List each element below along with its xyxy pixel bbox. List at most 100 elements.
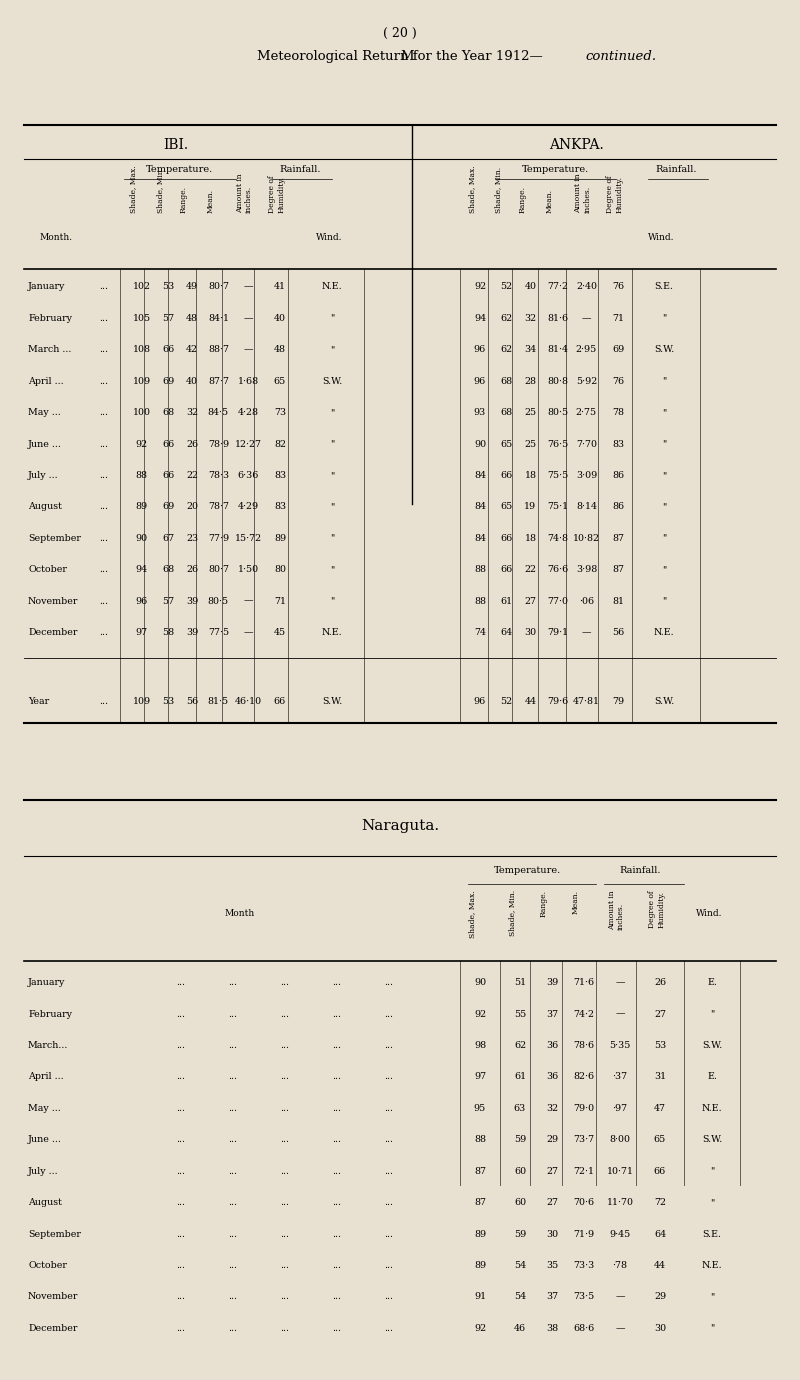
- Text: 28: 28: [525, 377, 536, 385]
- Text: 84·5: 84·5: [208, 408, 229, 417]
- Text: ...: ...: [384, 978, 393, 987]
- Text: Wind.: Wind.: [316, 233, 342, 242]
- Text: 78·6: 78·6: [574, 1041, 594, 1050]
- Text: ...: ...: [280, 1072, 289, 1082]
- Text: ": ": [330, 566, 334, 574]
- Text: 57: 57: [162, 313, 174, 323]
- Text: Degree of
Humidity.: Degree of Humidity.: [268, 175, 285, 214]
- Text: ...: ...: [228, 1072, 237, 1082]
- Text: 81: 81: [613, 596, 624, 606]
- Text: 55: 55: [514, 1010, 526, 1018]
- Text: 18: 18: [525, 471, 536, 480]
- Text: ...: ...: [332, 978, 341, 987]
- Text: 68: 68: [162, 408, 174, 417]
- Text: 73: 73: [274, 408, 286, 417]
- Text: 52: 52: [500, 697, 513, 707]
- Text: 80·7: 80·7: [208, 283, 229, 291]
- Text: 96: 96: [474, 697, 486, 707]
- Text: ": ": [662, 596, 666, 606]
- Text: ...: ...: [384, 1261, 393, 1270]
- Text: 68·6: 68·6: [574, 1323, 594, 1333]
- Text: Range.: Range.: [180, 186, 188, 214]
- Text: 65: 65: [500, 502, 513, 512]
- Text: —: —: [243, 628, 253, 638]
- Text: March ...: March ...: [28, 345, 71, 355]
- Text: 62: 62: [500, 313, 513, 323]
- Text: 72: 72: [654, 1198, 666, 1208]
- Text: ( 20 ): ( 20 ): [383, 26, 417, 40]
- Text: 74·2: 74·2: [574, 1010, 594, 1018]
- Text: 87: 87: [613, 566, 624, 574]
- Text: Shade, Max.: Shade, Max.: [130, 166, 138, 214]
- Text: 83: 83: [612, 440, 625, 449]
- Text: 80·5: 80·5: [208, 596, 229, 606]
- Text: IBI.: IBI.: [163, 138, 189, 152]
- Text: 95: 95: [474, 1104, 486, 1112]
- Text: ": ": [330, 534, 334, 542]
- Text: ...: ...: [280, 1166, 289, 1176]
- Text: 40: 40: [525, 283, 536, 291]
- Text: 92: 92: [474, 283, 486, 291]
- Text: 3·98: 3·98: [576, 566, 597, 574]
- Text: 87: 87: [613, 534, 624, 542]
- Text: ...: ...: [176, 978, 185, 987]
- Text: 60: 60: [514, 1198, 526, 1208]
- Text: 26: 26: [186, 440, 198, 449]
- Text: 64: 64: [654, 1230, 666, 1239]
- Text: 69: 69: [162, 377, 174, 385]
- Text: Shade, Min.: Shade, Min.: [156, 167, 164, 214]
- Text: ...: ...: [280, 1041, 289, 1050]
- Text: ...: ...: [99, 566, 108, 574]
- Text: 18: 18: [525, 534, 536, 542]
- Text: ...: ...: [176, 1010, 185, 1018]
- Text: ...: ...: [332, 1261, 341, 1270]
- Text: 96: 96: [135, 596, 148, 606]
- Text: N.E.: N.E.: [654, 628, 674, 638]
- Text: ...: ...: [280, 1230, 289, 1239]
- Text: 22: 22: [525, 566, 536, 574]
- Text: ...: ...: [384, 1198, 393, 1208]
- Text: 89: 89: [474, 1261, 486, 1270]
- Text: ...: ...: [99, 502, 108, 512]
- Text: 25: 25: [524, 440, 537, 449]
- Text: 70·6: 70·6: [574, 1198, 594, 1208]
- Text: Temperature.: Temperature.: [522, 166, 590, 174]
- Text: October: October: [28, 566, 67, 574]
- Text: Year: Year: [28, 697, 49, 707]
- Text: ...: ...: [384, 1323, 393, 1333]
- Text: July ...: July ...: [28, 471, 58, 480]
- Text: 88·7: 88·7: [208, 345, 229, 355]
- Text: 88: 88: [474, 1136, 486, 1144]
- Text: 26: 26: [186, 566, 198, 574]
- Text: 15·72: 15·72: [234, 534, 262, 542]
- Text: Temperature.: Temperature.: [146, 166, 214, 174]
- Text: S.W.: S.W.: [702, 1041, 722, 1050]
- Text: ...: ...: [280, 1136, 289, 1144]
- Text: —: —: [615, 1010, 625, 1018]
- Text: ": ": [330, 345, 334, 355]
- Text: 81·6: 81·6: [547, 313, 568, 323]
- Text: 20: 20: [186, 502, 198, 512]
- Text: ·37: ·37: [613, 1072, 627, 1082]
- Text: 66: 66: [500, 566, 513, 574]
- Text: March...: March...: [28, 1041, 68, 1050]
- Text: 37: 37: [546, 1293, 558, 1301]
- Text: November: November: [28, 1293, 78, 1301]
- Text: 82·6: 82·6: [574, 1072, 594, 1082]
- Text: 42: 42: [186, 345, 198, 355]
- Text: ": ": [710, 1010, 714, 1018]
- Text: 76: 76: [612, 283, 625, 291]
- Text: May ...: May ...: [28, 1104, 61, 1112]
- Text: 10·71: 10·71: [606, 1166, 634, 1176]
- Text: 19: 19: [524, 502, 537, 512]
- Text: ...: ...: [280, 1261, 289, 1270]
- Text: 1·50: 1·50: [238, 566, 258, 574]
- Text: 36: 36: [546, 1072, 558, 1082]
- Text: 68: 68: [162, 566, 174, 574]
- Text: 65: 65: [654, 1136, 666, 1144]
- Text: ": ": [710, 1198, 714, 1208]
- Text: ...: ...: [280, 1198, 289, 1208]
- Text: 56: 56: [186, 697, 198, 707]
- Text: 48: 48: [274, 345, 286, 355]
- Text: ...: ...: [332, 1136, 341, 1144]
